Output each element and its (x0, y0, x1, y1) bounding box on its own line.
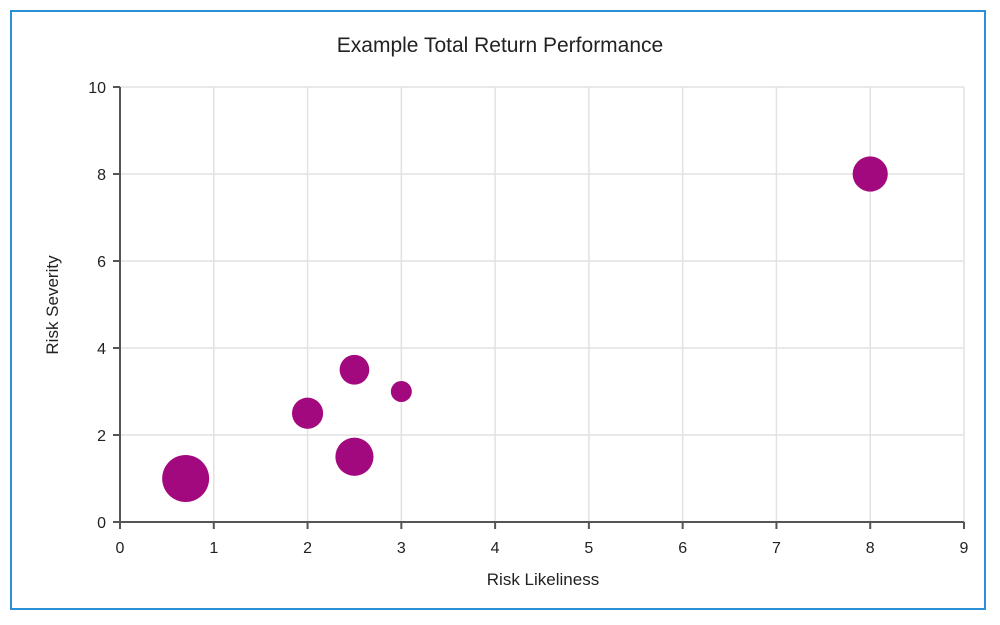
x-tick-label-4: 4 (491, 540, 500, 557)
data-point-2[interactable] (339, 354, 370, 385)
x-tick-label-1: 1 (209, 540, 218, 557)
y-tick-label-10: 10 (88, 80, 106, 97)
data-point-0[interactable] (162, 455, 210, 502)
x-tick-label-2: 2 (303, 540, 312, 557)
x-tick-label-0: 0 (116, 540, 125, 557)
y-axis-label: Risk Severity (43, 255, 62, 355)
x-tick-label-7: 7 (772, 540, 781, 557)
data-point-4[interactable] (390, 381, 412, 402)
y-tick-label-6: 6 (97, 254, 106, 271)
y-tick-label-0: 0 (97, 515, 106, 532)
chart-title: Example Total Return Performance (337, 34, 663, 57)
grid-lines (120, 86, 965, 522)
x-tick-label-5: 5 (584, 540, 593, 557)
y-tick-label-8: 8 (97, 167, 106, 184)
x-tick-label-8: 8 (866, 540, 875, 557)
x-tick-label-6: 6 (678, 540, 687, 557)
y-tick-label-4: 4 (97, 341, 106, 358)
chart-frame (10, 10, 986, 610)
data-point-1[interactable] (291, 397, 324, 429)
x-tick-label-9: 9 (960, 540, 969, 557)
axes (113, 86, 965, 529)
data-point-5[interactable] (852, 156, 888, 192)
x-tick-label-3: 3 (397, 540, 406, 557)
y-tick-label-2: 2 (97, 428, 106, 445)
data-point-3[interactable] (335, 437, 374, 476)
tick-labels: 0 1 2 3 4 5 6 7 8 9 0 2 4 6 8 10 (88, 80, 968, 557)
x-axis-label: Risk Likeliness (487, 570, 599, 589)
data-points (162, 156, 888, 502)
